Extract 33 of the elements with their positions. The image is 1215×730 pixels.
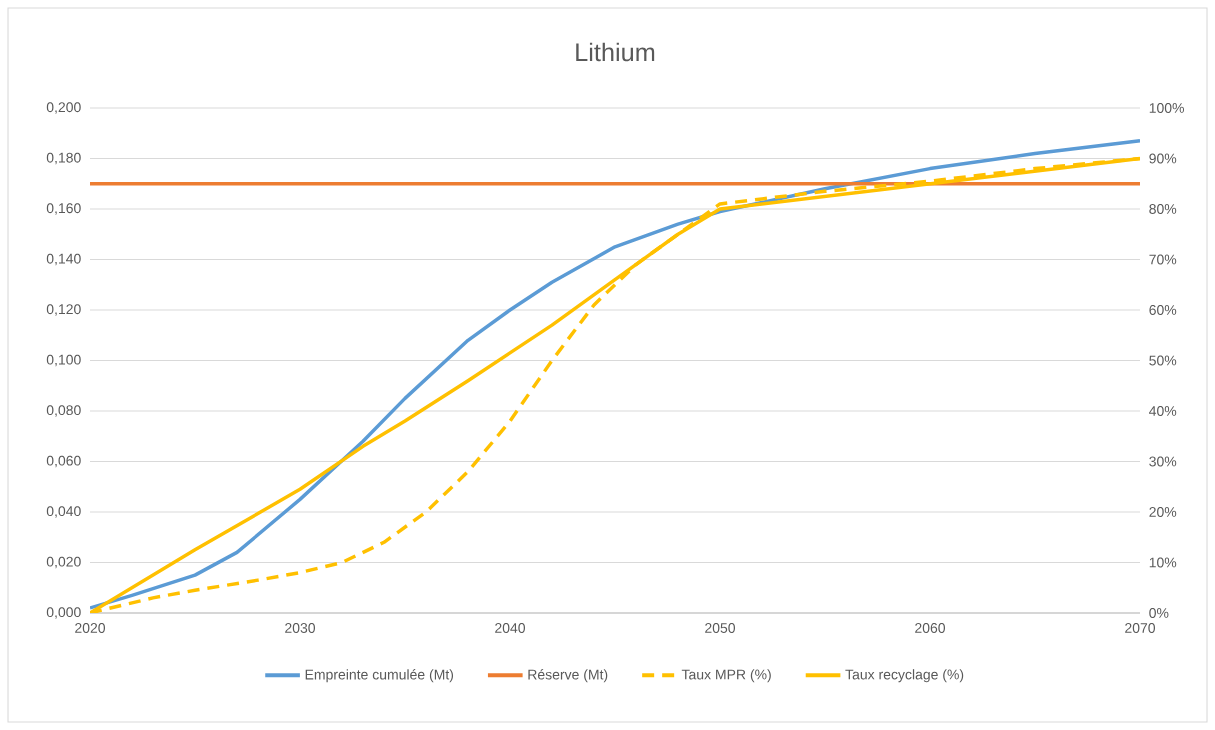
y2-tick-label: 20% (1149, 507, 1177, 517)
y-tick-label: 0,140 (46, 253, 81, 266)
y-tick-label: 0,080 (46, 405, 81, 417)
y2-tick-label: 100% (1149, 103, 1185, 113)
y-tick-label: 0,000 (46, 607, 81, 619)
legend-label: Taux MPR (%) (681, 669, 771, 683)
y-tick-label: 0,200 (46, 102, 81, 114)
y2-tick-label: 40% (1149, 406, 1177, 416)
y2-tick-label: 10% (1149, 557, 1177, 568)
y-tick-label: 0,040 (46, 506, 81, 518)
y2-tick-label: 80% (1149, 204, 1177, 214)
y2-tick-label: 50% (1149, 355, 1177, 366)
legend-label: Taux recyclage (%) (845, 669, 964, 683)
y2-tick-label: 0% (1149, 608, 1169, 618)
y2-tick-label: 90% (1149, 153, 1177, 164)
x-tick-label: 2030 (285, 623, 316, 633)
y2-tick-label: 70% (1149, 254, 1177, 265)
y2-tick-label: 30% (1149, 456, 1177, 467)
chart-title: Lithium (576, 42, 655, 62)
x-tick-label: 2060 (915, 623, 946, 633)
y-tick-label: 0,160 (46, 203, 81, 215)
y-tick-label: 0,180 (46, 152, 81, 165)
y-tick-label: 0,060 (46, 455, 81, 468)
legend-label: Réserve (Mt) (528, 669, 608, 683)
legend-label: Empreinte cumulée (Mt) (305, 669, 454, 683)
x-tick-label: 2050 (705, 623, 736, 633)
y-tick-label: 0,020 (46, 556, 81, 569)
y-tick-label: 0,100 (46, 354, 81, 367)
x-tick-label: 2020 (75, 623, 106, 633)
y-tick-label: 0,120 (46, 304, 81, 316)
y2-tick-label: 60% (1149, 305, 1177, 315)
x-tick-label: 2070 (1125, 623, 1156, 633)
x-tick-label: 2040 (495, 623, 526, 633)
